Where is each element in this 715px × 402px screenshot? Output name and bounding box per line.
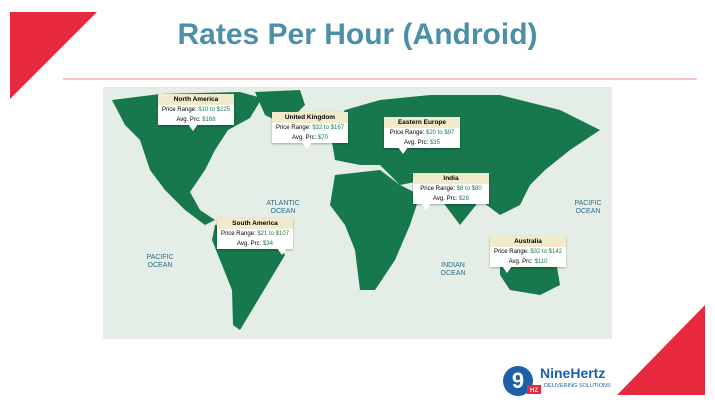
row-label: Avg. Prc:: [176, 117, 201, 123]
region-name: India: [413, 173, 489, 184]
row-label: Price Range:: [493, 249, 529, 255]
callout-row: Avg. Prc: $70: [272, 133, 348, 143]
row-label: Price Range:: [220, 231, 256, 237]
row-value: $20 to $97: [426, 130, 455, 136]
logo-name: NineHertz: [540, 365, 605, 381]
callout-row: Avg. Prc: $34: [217, 239, 293, 249]
callout-row: Price Range: $32 to $167: [272, 123, 348, 133]
callout: South America Price Range: $21 to $107 Avg…: [217, 218, 293, 255]
logo-circle: [503, 366, 533, 396]
callout: India Price Range: $8 to $80 Avg. Prc: $26: [413, 173, 489, 210]
title: Rates Per Hour (Android): [177, 18, 538, 51]
region-name: Australia: [490, 236, 566, 247]
logo-badge-text: HZ: [530, 388, 538, 394]
row-value: $70: [317, 135, 328, 141]
ocean-label: PACIFIC OCEAN: [146, 254, 174, 269]
corner-triangle: [617, 305, 705, 395]
row-label: Avg. Prc:: [433, 196, 458, 202]
row-label: Avg. Prc:: [237, 241, 262, 247]
callout: North America Price Range: $10 to $225 Avg…: [158, 94, 234, 131]
row-value: $8 to $80: [456, 186, 482, 192]
region-name: Eastern Europe: [384, 117, 460, 128]
row-value: $10 to $225: [198, 107, 231, 113]
row-label: Price Range:: [275, 125, 311, 131]
ocean-label: ATLANTIC OCEAN: [266, 200, 300, 215]
callout-pointer: [302, 142, 312, 149]
callout-row: Avg. Prc: $26: [413, 194, 489, 204]
region-name: South America: [217, 218, 293, 229]
row-value: $32 to $167: [312, 125, 345, 131]
ocean-label: PACIFIC OCEAN: [574, 200, 602, 215]
callout-pointer: [398, 147, 408, 154]
callout: United Kingdom Price Range: $32 to $167 Av…: [272, 112, 348, 149]
row-label: Price Range:: [161, 107, 197, 113]
logo-mark: 9: [512, 368, 524, 393]
row-label: Avg. Prc:: [404, 140, 429, 146]
row-label: Price Range:: [389, 130, 425, 136]
row-label: Price Range:: [420, 186, 455, 192]
callout-row: Avg. Prc: $110: [490, 257, 566, 267]
row-value: $110: [534, 259, 548, 265]
corner-triangle: [10, 12, 97, 99]
callout-row: Price Range: $20 to $97: [384, 128, 460, 138]
row-label: Avg. Prc:: [292, 135, 317, 141]
row-value: $168: [202, 117, 216, 123]
callout-row: Price Range: $8 to $80: [413, 184, 489, 194]
callout-row: Avg. Prc: $35: [384, 138, 460, 148]
row-value: $21 to $107: [257, 231, 290, 237]
callout-pointer: [421, 203, 431, 210]
callout-row: Avg. Prc: $168: [158, 115, 234, 125]
logo-tagline: DELIVERING SOLUTIONS: [544, 383, 611, 389]
callout-pointer: [188, 124, 198, 131]
callout-row: Price Range: $21 to $107: [217, 229, 293, 239]
row-value: $26: [458, 196, 469, 202]
callout-pointer: [502, 266, 512, 273]
callout: Eastern Europe Price Range: $20 to $97 Avg…: [384, 117, 460, 154]
logo-badge: [527, 385, 541, 394]
region-name: United Kingdom: [272, 112, 348, 123]
row-label: Avg. Prc:: [508, 259, 533, 265]
callout-row: Price Range: $32 to $142: [490, 247, 566, 257]
region-name: North America: [158, 94, 234, 105]
ocean-label: INDIAN OCEAN: [440, 262, 466, 277]
callout-row: Price Range: $10 to $225: [158, 105, 234, 115]
row-value: $34: [262, 241, 273, 247]
callout: Australia Price Range: $32 to $142 Avg. Pr…: [490, 236, 566, 273]
callout-pointer: [277, 248, 287, 255]
row-value: $35: [429, 140, 440, 146]
row-value: $32 to $142: [530, 249, 563, 255]
